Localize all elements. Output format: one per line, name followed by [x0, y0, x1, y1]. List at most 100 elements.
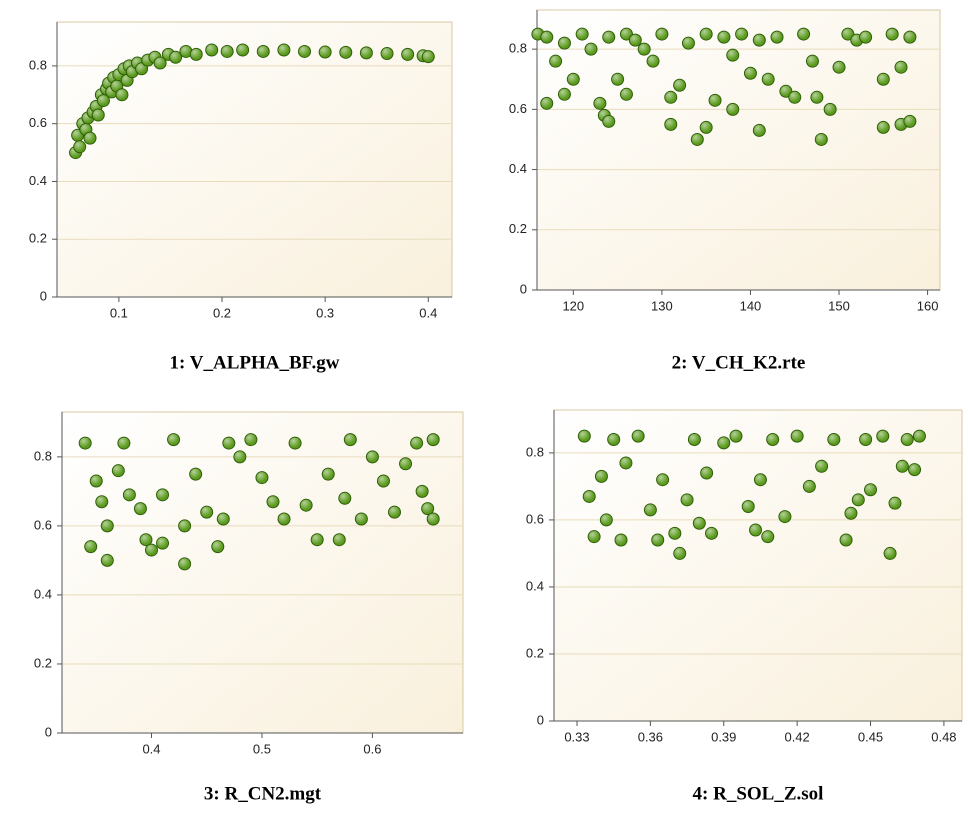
point-highlight [889, 497, 901, 509]
point-highlight [190, 48, 202, 60]
point-highlight [860, 433, 872, 445]
y-tick-label: 0.6 [34, 517, 52, 532]
point-highlight [811, 91, 823, 103]
x-tick-label: 160 [917, 298, 939, 313]
y-tick-label: 0.6 [29, 115, 47, 130]
point-highlight [180, 45, 192, 57]
x-tick-label: 0.33 [564, 729, 589, 744]
point-highlight [754, 474, 766, 486]
point-highlight [833, 61, 845, 73]
point-highlight [895, 61, 907, 73]
point-highlight [789, 91, 801, 103]
y-tick-label: 0.8 [34, 448, 52, 463]
point-highlight [381, 47, 393, 59]
point-highlight [753, 34, 765, 46]
x-tick-label: 140 [740, 298, 762, 313]
point-highlight [615, 534, 627, 546]
point-highlight [896, 460, 908, 472]
point-highlight [541, 97, 553, 109]
y-tick-label: 0 [40, 288, 47, 303]
point-highlight [629, 34, 641, 46]
point-highlight [311, 534, 323, 546]
point-highlight [727, 49, 739, 61]
point-highlight [134, 503, 146, 515]
x-tick-label: 0.3 [316, 305, 334, 320]
point-highlight [154, 57, 166, 69]
point-highlight [90, 475, 102, 487]
point-highlight [96, 496, 108, 508]
y-tick-label: 0.8 [526, 444, 544, 459]
point-highlight [190, 468, 202, 480]
point-highlight [904, 31, 916, 43]
point-highlight [179, 520, 191, 532]
point-highlight [632, 430, 644, 442]
point-highlight [681, 494, 693, 506]
point-highlight [852, 494, 864, 506]
point-highlight [718, 437, 730, 449]
y-tick-label: 0.4 [29, 173, 47, 188]
point-highlight [706, 527, 718, 539]
y-tick-label: 0 [520, 281, 527, 296]
point-highlight [97, 95, 109, 107]
y-tick-label: 0.8 [509, 41, 527, 56]
point-highlight [112, 465, 124, 477]
x-tick-label: 0.1 [110, 305, 128, 320]
point-highlight [92, 109, 104, 121]
point-highlight [647, 55, 659, 67]
point-highlight [840, 534, 852, 546]
y-tick-label: 0.2 [509, 221, 527, 236]
x-tick-label: 0.36 [638, 729, 663, 744]
point-highlight [700, 121, 712, 133]
point-highlight [157, 537, 169, 549]
point-highlight [340, 46, 352, 58]
point-highlight [411, 437, 423, 449]
point-highlight [842, 28, 854, 40]
point-highlight [389, 506, 401, 518]
point-highlight [289, 437, 301, 449]
point-highlight [101, 554, 113, 566]
point-highlight [620, 457, 632, 469]
point-highlight [674, 547, 686, 559]
point-highlight [620, 88, 632, 100]
point-highlight [744, 67, 756, 79]
point-highlight [157, 489, 169, 501]
point-highlight [709, 94, 721, 106]
point-highlight [339, 492, 351, 504]
point-highlight [718, 31, 730, 43]
point-highlight [691, 133, 703, 145]
point-highlight [877, 430, 889, 442]
point-highlight [576, 28, 588, 40]
point-highlight [806, 55, 818, 67]
plot-area [536, 9, 941, 291]
point-highlight [727, 103, 739, 115]
point-highlight [427, 434, 439, 446]
chart: 0 0.2 0.4 0.6 0.8 0.33 0.36 0.39 0.42 0.45 0.48 4: … [526, 409, 963, 804]
point-highlight [828, 433, 840, 445]
point-highlight [278, 44, 290, 56]
point-highlight [652, 534, 664, 546]
point-highlight [779, 511, 791, 523]
point-highlight [877, 121, 889, 133]
point-highlight [217, 513, 229, 525]
point-highlight [400, 458, 412, 470]
point-highlight [886, 28, 898, 40]
point-highlight [85, 541, 97, 553]
point-highlight [771, 31, 783, 43]
point-highlight [319, 46, 331, 58]
x-tick-label: 0.45 [858, 729, 883, 744]
point-highlight [360, 47, 372, 59]
y-tick-label: 0.6 [526, 511, 544, 526]
point-highlight [665, 91, 677, 103]
point-highlight [780, 85, 792, 97]
point-highlight [101, 520, 113, 532]
plot-area [553, 409, 963, 722]
point-highlight [612, 73, 624, 85]
point-highlight [638, 43, 650, 55]
point-highlight [669, 527, 681, 539]
point-highlight [608, 433, 620, 445]
point-highlight [267, 496, 279, 508]
chart-title: 3: R_CN2.mgt [204, 783, 322, 804]
point-highlight [860, 31, 872, 43]
point-highlight [170, 51, 182, 63]
point-highlight [588, 531, 600, 543]
